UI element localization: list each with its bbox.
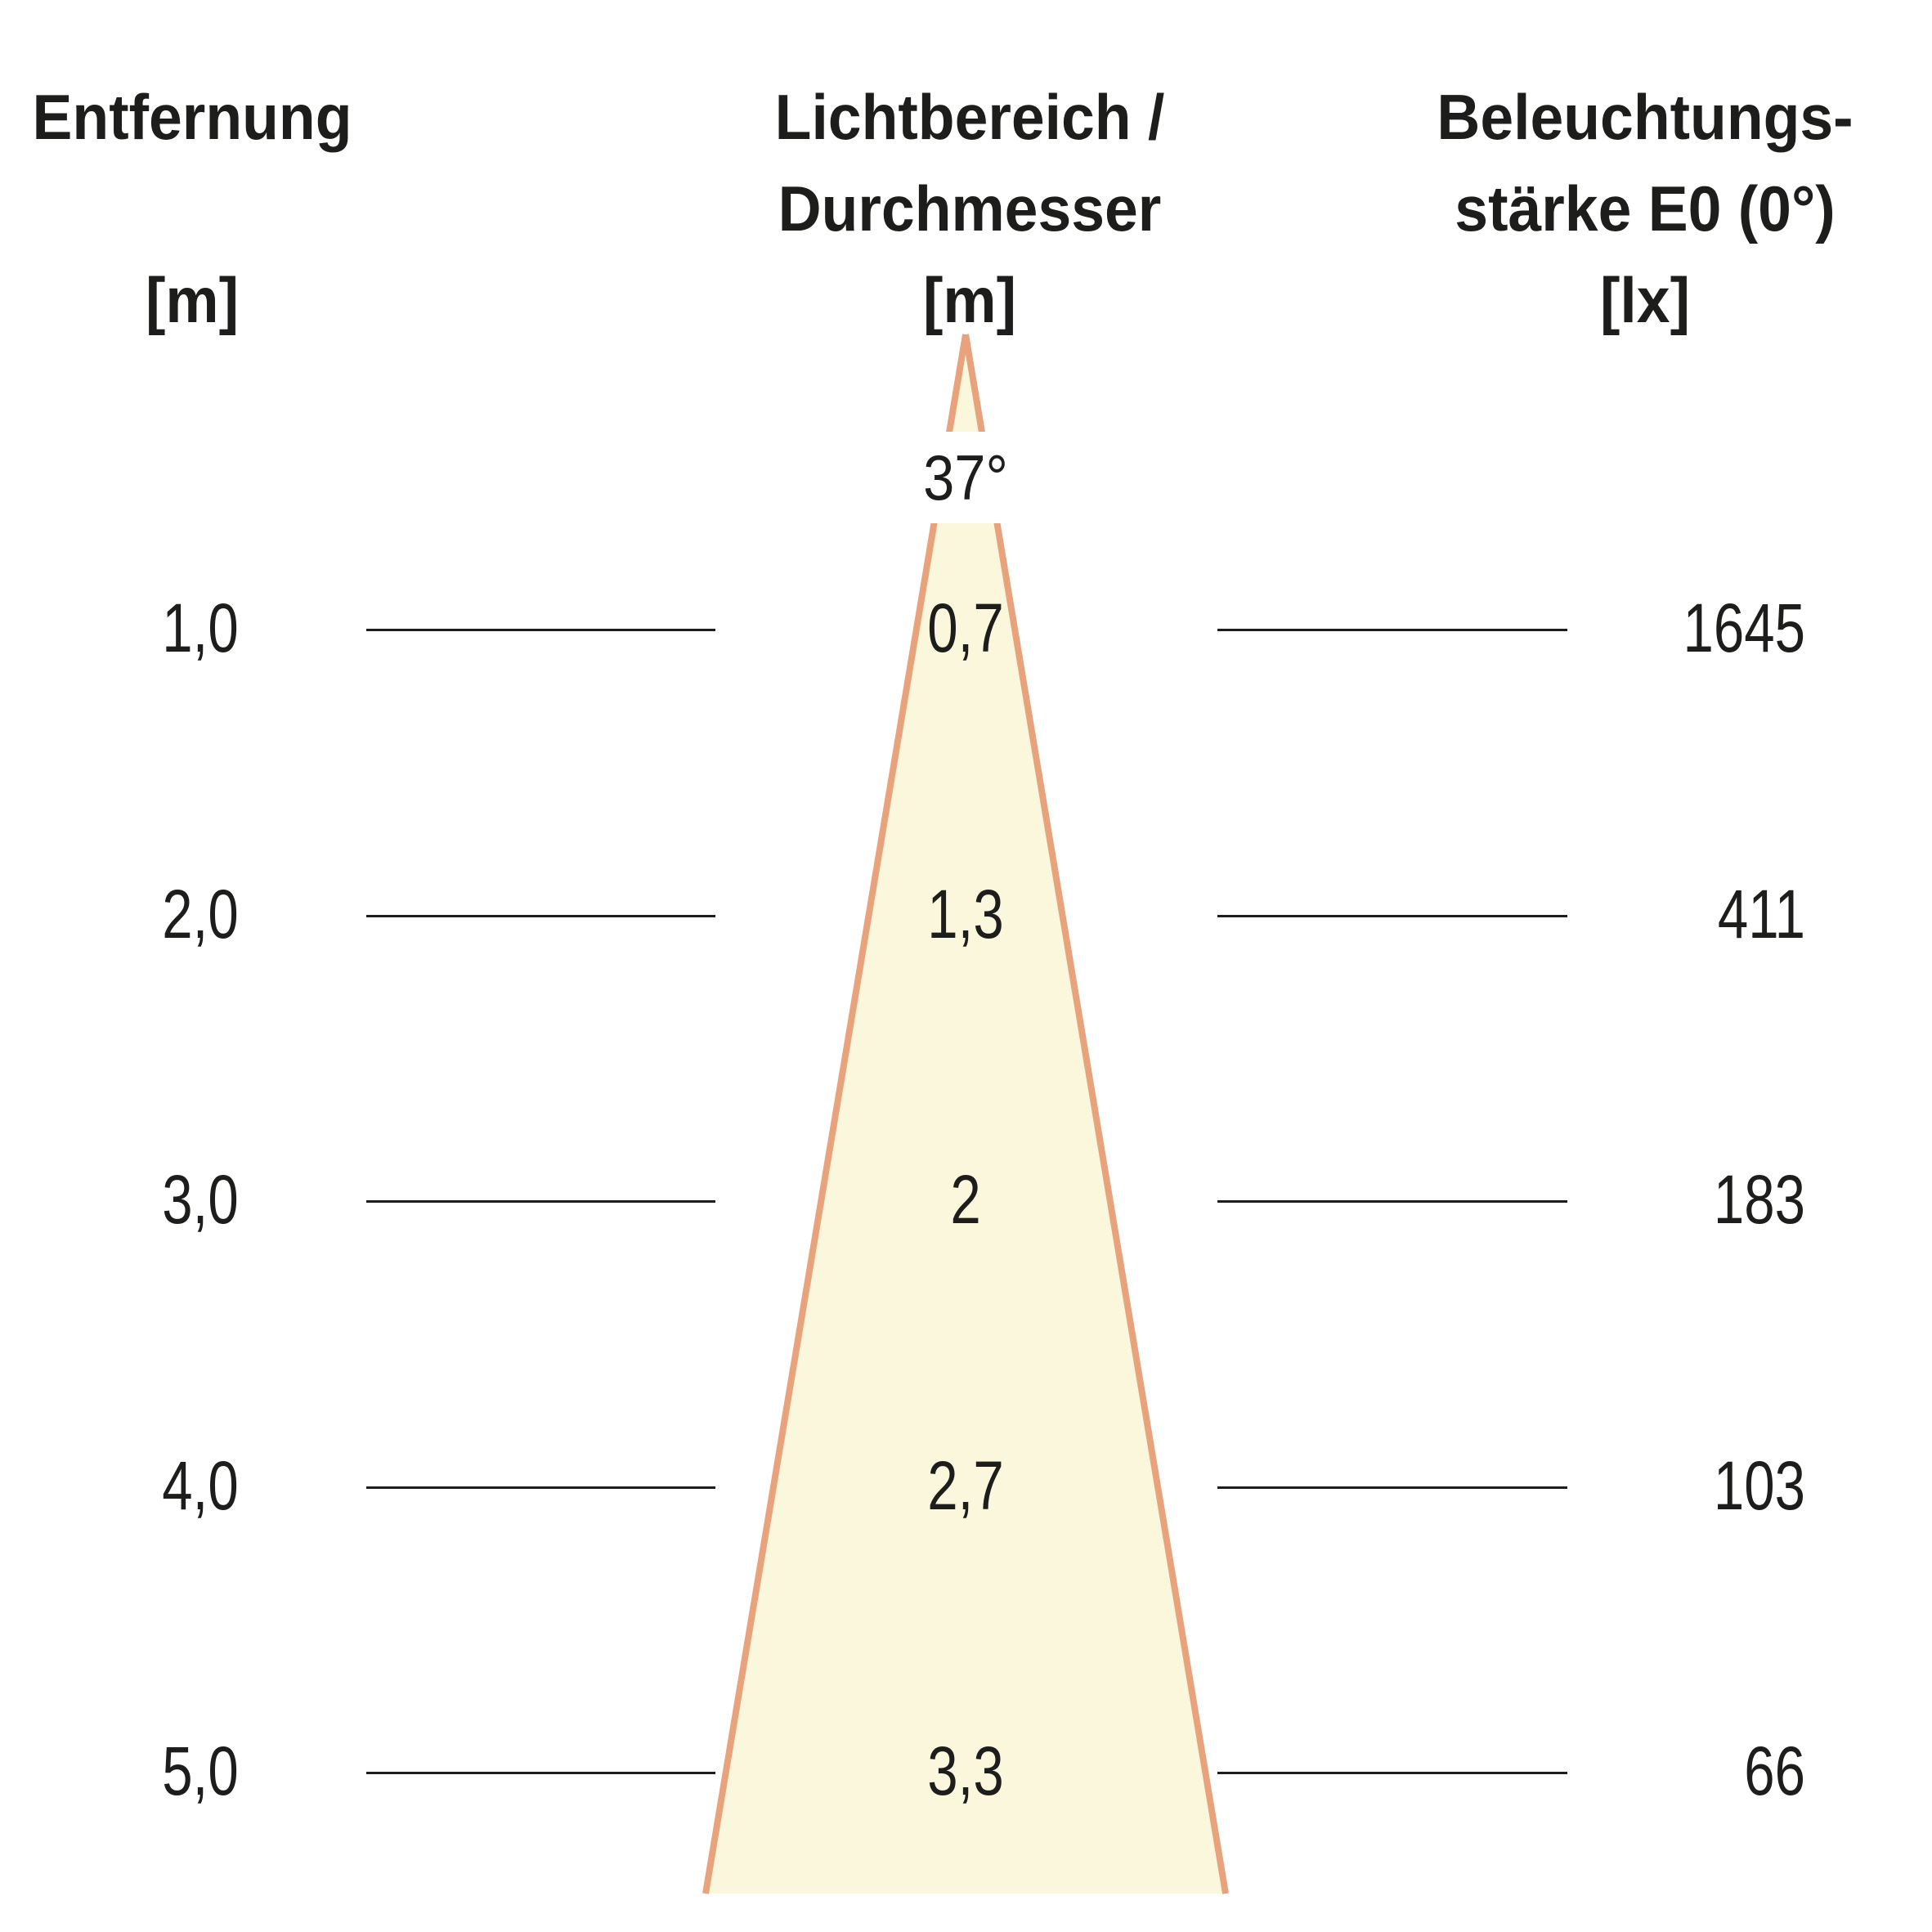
header-illuminance-line1: Beleuchtungs-: [1437, 81, 1854, 153]
row-line-left: [366, 629, 715, 631]
distance-value: 3,0: [162, 1161, 239, 1238]
header-distance-unit: [m]: [145, 264, 240, 336]
diameter-value: 3,3: [927, 1733, 1004, 1809]
header-diameter: Lichtbereich / Durchmesser [m]: [739, 71, 1200, 346]
header-illuminance-unit: [lx]: [1600, 264, 1690, 336]
header-distance-line2: [0, 163, 384, 254]
diameter-value: 0,7: [927, 589, 1004, 666]
distance-value: 2,0: [162, 876, 239, 953]
header-distance: Entfernung [m]: [0, 71, 384, 346]
header-diameter-line1: Lichtbereich /: [774, 81, 1165, 153]
header-diameter-line2: Durchmesser: [778, 173, 1162, 244]
illuminance-value: 411: [1717, 876, 1805, 953]
row-line-left: [366, 1772, 715, 1774]
diameter-value: 2: [950, 1161, 981, 1238]
illuminance-value: 103: [1713, 1447, 1805, 1524]
row-line-left: [366, 915, 715, 917]
row-line-right: [1217, 1772, 1567, 1774]
illuminance-value: 66: [1744, 1733, 1805, 1809]
header-diameter-unit: [m]: [922, 264, 1017, 336]
row-line-right: [1217, 1200, 1567, 1203]
distance-value: 4,0: [162, 1447, 239, 1524]
beam-angle-label: 37°: [897, 432, 1034, 523]
beam-cone-fill: [706, 334, 1226, 1894]
header-illuminance-line2: stärke E0 (0°): [1455, 173, 1836, 244]
diameter-value: 1,3: [927, 876, 1004, 953]
header-distance-line1: Entfernung: [32, 81, 352, 153]
diameter-value: 2,7: [927, 1447, 1004, 1524]
beam-cone-right-edge: [962, 334, 1229, 1894]
row-line-right: [1217, 1486, 1567, 1489]
beam-cone-left-edge: [702, 334, 969, 1894]
distance-value: 5,0: [162, 1733, 239, 1809]
illuminance-value: 183: [1713, 1161, 1805, 1238]
illuminance-value: 1645: [1683, 589, 1806, 666]
row-line-right: [1217, 629, 1567, 631]
row-line-left: [366, 1200, 715, 1203]
header-illuminance: Beleuchtungs- stärke E0 (0°) [lx]: [1376, 71, 1914, 346]
row-line-left: [366, 1486, 715, 1489]
row-line-right: [1217, 915, 1567, 917]
distance-value: 1,0: [162, 589, 239, 666]
